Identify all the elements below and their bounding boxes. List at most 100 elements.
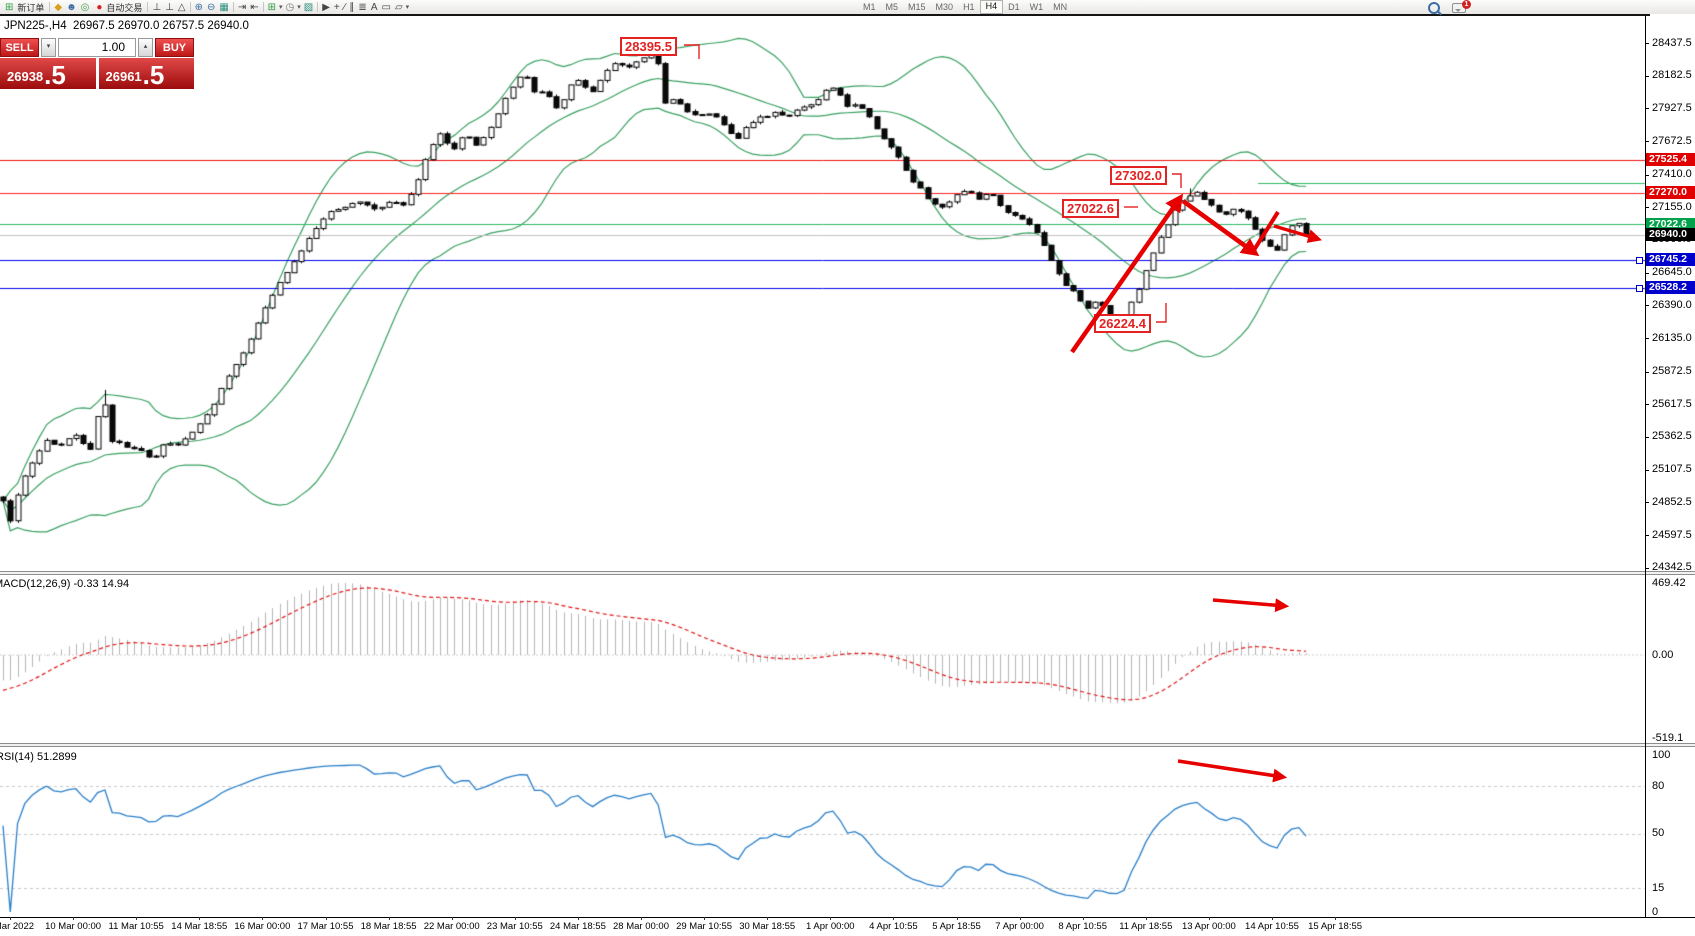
time-tick-mark	[514, 917, 516, 920]
auto-scroll-icon[interactable]: ⇥	[237, 1, 247, 13]
timeframe-m30[interactable]: M30	[935, 2, 954, 12]
time-tick-mark	[704, 917, 706, 920]
time-axis[interactable]: 9 Mar 2022 10 Mar 00:00 11 Mar 10:55 14 Mar…	[0, 917, 1695, 936]
timeframe-m5[interactable]: M5	[885, 2, 899, 12]
zoom-out-icon[interactable]: ⊖	[206, 1, 216, 13]
time-axis-label: 28 Mar 00:00	[613, 921, 669, 932]
time-axis-label: 30 Mar 18:55	[739, 921, 796, 932]
buy-button[interactable]: BUY	[155, 38, 194, 57]
time-tick-mark	[451, 917, 453, 920]
time-tick-mark	[893, 917, 895, 920]
cursor-icon[interactable]: ▶	[322, 1, 330, 13]
volume-input[interactable]: 1.00	[58, 38, 136, 57]
chart-top-border	[0, 14, 1650, 16]
time-axis-label: 18 Mar 18:55	[360, 921, 417, 932]
search-icon[interactable]	[1428, 2, 1440, 14]
text-tool-icon[interactable]: A	[370, 1, 378, 13]
time-tick-mark	[1208, 917, 1210, 920]
time-axis-label: 5 Apr 18:55	[932, 921, 981, 932]
chart-candles-icon[interactable]: ⊥	[165, 1, 174, 13]
autotrade-label: 自动交易	[106, 2, 143, 13]
timeframe-mn[interactable]: MN	[1053, 2, 1068, 12]
signal-icon[interactable]: ◎	[80, 1, 90, 13]
timeframe-m15[interactable]: M15	[908, 2, 926, 12]
time-tick-mark	[136, 917, 138, 920]
time-tick-mark	[1272, 917, 1273, 920]
time-axis-label: 11 Apr 18:55	[1119, 921, 1173, 932]
shapes-caret-icon[interactable]: ▾	[405, 4, 410, 11]
time-axis-label: 29 Mar 10:55	[676, 921, 733, 932]
time-axis-label: 14 Apr 10:55	[1245, 921, 1299, 932]
templates-icon[interactable]: ▨	[303, 1, 314, 13]
timeframe-m1[interactable]: M1	[863, 2, 876, 12]
buy-price-panel[interactable]: 26961 .5	[98, 58, 194, 90]
channel-icon[interactable]: ∥	[349, 1, 355, 13]
time-axis-label: 9 Mar 2022	[0, 921, 35, 932]
time-tick-mark	[73, 917, 75, 920]
macd-panel-splitter[interactable]	[0, 571, 1695, 575]
zoom-in-icon[interactable]: ⊕	[194, 1, 203, 13]
chart-bars-icon[interactable]: ⊥	[152, 1, 162, 13]
time-axis-label: 10 Mar 00:00	[45, 921, 102, 932]
chat-icon[interactable]: 1	[1452, 0, 1471, 13]
sell-price-main: 26938	[7, 69, 44, 84]
periods-icon[interactable]: ◷	[285, 1, 295, 13]
time-axis-label: 17 Mar 10:55	[297, 921, 354, 932]
market-watch-icon[interactable]: ◆	[54, 1, 63, 13]
time-axis-label: 13 Apr 00:00	[1181, 921, 1236, 932]
autotrade-button[interactable]: ● 自动交易	[91, 1, 145, 14]
buy-price-pip: .5	[142, 60, 165, 90]
price-annotation[interactable]: 27302.0	[1110, 166, 1167, 185]
timeframe-h1[interactable]: H1	[963, 2, 975, 12]
periods-caret-icon[interactable]: ▾	[297, 4, 301, 11]
timeframe-w1[interactable]: W1	[1029, 2, 1044, 12]
toolbar-separator	[147, 2, 149, 12]
price-annotation[interactable]: 26224.4	[1094, 314, 1151, 333]
sell-button[interactable]: SELL	[0, 38, 39, 57]
time-axis-label: 7 Apr 00:00	[995, 921, 1044, 932]
time-axis-label: 22 Mar 00:00	[423, 921, 480, 932]
tile-windows-icon[interactable]: ▦	[219, 1, 229, 13]
rsi-label: RSI(14) 51.2899	[0, 751, 77, 763]
indicators-icon[interactable]: ⊞	[267, 1, 276, 13]
toolbar-separator	[189, 2, 191, 12]
time-tick-mark	[577, 917, 579, 920]
rsi-panel-splitter[interactable]	[0, 743, 1695, 747]
accounts-icon[interactable]: ☻	[66, 1, 77, 13]
time-tick-mark	[1335, 917, 1337, 920]
time-tick-mark	[1082, 917, 1084, 920]
label-tool-icon[interactable]: ▭	[381, 1, 391, 13]
chart-shift-icon[interactable]: ⇤	[250, 1, 259, 13]
volume-up-button[interactable]: ▴	[138, 38, 153, 57]
time-tick-mark	[830, 917, 832, 920]
chart-line-icon[interactable]: △	[177, 1, 186, 13]
sell-price-pip: .5	[44, 60, 66, 90]
volume-down-button[interactable]: ▾	[41, 38, 56, 57]
timeframe-d1[interactable]: D1	[1008, 2, 1020, 12]
crosshair-icon[interactable]: +	[333, 1, 340, 13]
one-click-trade-panel: SELL ▾ 1.00 ▴ BUY 26938 .5 26961 .5	[0, 38, 194, 89]
time-tick-mark	[1019, 917, 1021, 920]
price-annotation[interactable]: 28395.5	[620, 37, 677, 56]
time-axis-label: 23 Mar 10:55	[486, 921, 543, 932]
indicators-caret-icon[interactable]: ▾	[278, 4, 283, 11]
time-tick-mark	[956, 917, 958, 920]
time-axis-label: 15 Apr 18:55	[1308, 921, 1363, 932]
new-order-button[interactable]: ⊞ 新订单	[0, 1, 47, 14]
fibonacci-icon[interactable]: ≣	[358, 1, 367, 13]
time-axis-label: 14 Mar 18:55	[171, 921, 228, 932]
timeframe-bar: M1 M5 M15 M30 H1 H4 D1 W1 MN	[858, 0, 1072, 14]
time-axis-line	[0, 917, 1695, 918]
chat-badge: 1	[1462, 0, 1471, 9]
time-tick-mark	[641, 917, 642, 920]
autotrade-icon: ●	[96, 1, 103, 13]
timeframe-h4[interactable]: H4	[979, 0, 1004, 14]
sell-price-panel[interactable]: 26938 .5	[0, 58, 96, 89]
time-axis-label: 8 Apr 10:55	[1058, 921, 1107, 932]
price-annotation[interactable]: 27022.6	[1062, 199, 1119, 218]
shapes-icon[interactable]: ▱	[394, 1, 403, 13]
trendline-icon[interactable]: ∕	[343, 1, 346, 13]
time-axis-label: 4 Apr 10:55	[869, 921, 918, 932]
